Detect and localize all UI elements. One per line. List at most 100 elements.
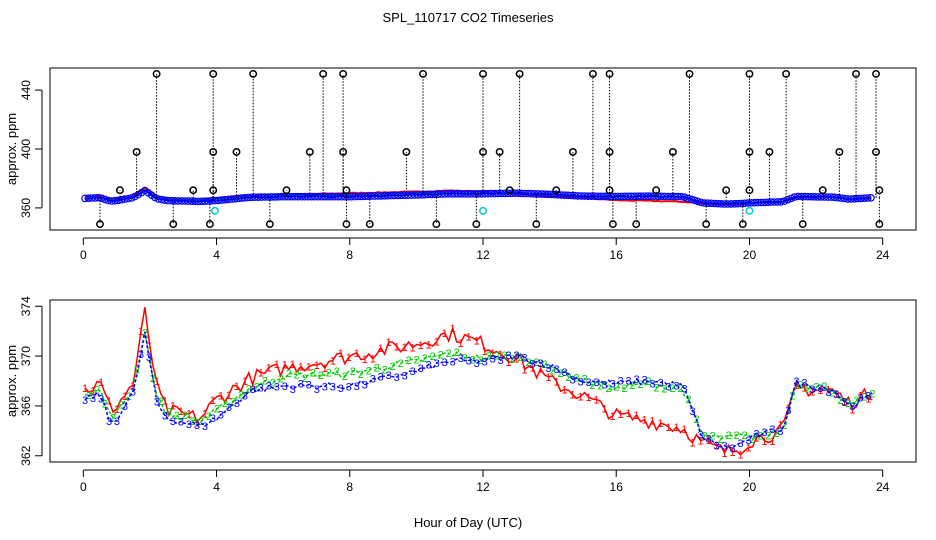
outlier-point [632,220,641,229]
outlier-point [205,220,214,229]
bottom-point-series-2: 2 [422,353,428,365]
bottom-point-series-1: 1 [618,409,624,421]
top-point [151,193,159,202]
bottom-point-series-3: 3 [498,355,504,367]
bottom-point-series-2: 2 [206,411,212,423]
outlier-point [568,147,577,156]
bottom-point-series-3: 3 [450,357,456,369]
bottom-point-series-1: 1 [258,368,264,380]
bottom-point-series-1: 1 [186,409,192,421]
top-point [867,194,875,202]
bottom-point-series-3: 3 [562,367,568,379]
bottom-point-series-2: 2 [709,431,715,443]
bottom-point-series-1: 1 [681,424,687,436]
bottom-point-series-1: 1 [98,377,104,389]
outlier-point [765,147,774,156]
top-point [687,195,696,204]
bottom-point-series-2: 2 [134,365,140,377]
bottom-point-series-3: 3 [298,378,304,390]
bottom-point-series-2: 2 [582,374,588,386]
outlier-point [132,147,141,156]
outlier-point [402,147,411,156]
bottom-point-series-1: 1 [434,337,440,349]
bottom-point-series-2: 2 [374,363,380,375]
bottom-point-series-2: 2 [534,357,540,369]
bottom-point-series-2: 2 [685,394,691,406]
outlier-point [505,186,514,195]
bottom-point-series-3: 3 [546,363,552,375]
top-point [783,195,792,204]
bottom-point-series-2: 2 [669,383,675,395]
bottom-point-series-1: 1 [562,384,568,396]
outlier-point [495,147,504,156]
bottom-point-series-1: 1 [210,395,216,407]
bottom-point-series-2: 2 [797,380,803,392]
bottom-point-series-2: 2 [717,434,723,446]
bottom-point-series-2: 2 [478,355,484,367]
bottom-point-series-1: 1 [530,363,536,375]
outlier-point [209,147,218,156]
bottom-point-series-3: 3 [697,430,703,442]
top-point [680,193,689,202]
bottom-point-series-3: 3 [825,387,831,399]
bottom-point-series-3: 3 [841,396,847,408]
bottom-point-series-1: 1 [626,408,632,420]
outlier-point [339,147,348,156]
chart-title: SPL_110717 CO2 Timeseries [382,10,554,25]
bottom-point-series-1: 1 [162,395,168,407]
bottom-point-series-3: 3 [146,352,152,364]
bottom-point-series-1: 1 [130,380,136,392]
outlier-point [875,220,884,229]
bottom-point-series-1: 1 [442,328,448,340]
outlier-point [282,186,291,195]
bottom-point-series-1: 1 [330,356,336,368]
bottom-point-series-2: 2 [430,351,436,363]
top-point [780,197,789,205]
bottom-point-series-2: 2 [462,353,468,365]
bottom-point-series-2: 2 [302,373,308,385]
bottom-point-series-3: 3 [106,416,112,428]
y-tick-label: 362 [19,445,33,465]
bottom-point-series-2: 2 [126,391,132,403]
bottom-point-series-1: 1 [673,422,679,434]
bottom-point-series-2: 2 [214,404,220,416]
bottom-point-series-3: 3 [665,381,671,393]
bottom-point-series-2: 2 [661,384,667,396]
bottom-point-series-3: 3 [522,353,528,365]
bottom-point-series-2: 2 [366,365,372,377]
bottom-point-series-3: 3 [418,363,424,375]
bottom-point-series-3: 3 [274,381,280,393]
bottom-point-series-1: 1 [314,360,320,372]
bottom-point-series-1: 1 [194,418,200,430]
bottom-point-series-2: 2 [622,383,628,395]
bottom-point-series-1: 1 [170,400,176,412]
bottom-point-series-2: 2 [558,368,564,380]
bottom-point-series-3: 3 [713,441,719,453]
bottom-point-series-3: 3 [689,406,695,418]
outlier-point [685,69,694,78]
bottom-point-series-2: 2 [813,382,819,394]
x-tick-label: 4 [213,480,220,494]
bottom-point-series-3: 3 [306,380,312,392]
bottom-point-series-2: 2 [518,352,524,364]
bottom-point-series-1: 1 [498,349,504,361]
top-y-axis-label: approx. ppm [4,113,19,185]
outlier-point [798,220,807,229]
bottom-point-series-3: 3 [202,421,208,433]
bottom-point-series-3: 3 [330,381,336,393]
bottom-point-series-2: 2 [606,383,612,395]
outlier-point [608,220,617,229]
bottom-point-series-2: 2 [526,357,532,369]
bottom-point-series-3: 3 [554,364,560,376]
bottom-point-series-1: 1 [178,406,184,418]
outlier-point [339,69,348,78]
bottom-series-line-2 [84,332,873,441]
bottom-point-series-1: 1 [298,362,304,374]
bottom-point-series-2: 2 [765,431,771,443]
bottom-point-series-1: 1 [745,443,751,455]
bottom-point-series-3: 3 [602,380,608,392]
bottom-point-series-1: 1 [649,416,655,428]
bottom-point-series-1: 1 [450,323,456,335]
bottom-point-series-3: 3 [234,398,240,410]
bottom-point-series-3: 3 [761,427,767,439]
